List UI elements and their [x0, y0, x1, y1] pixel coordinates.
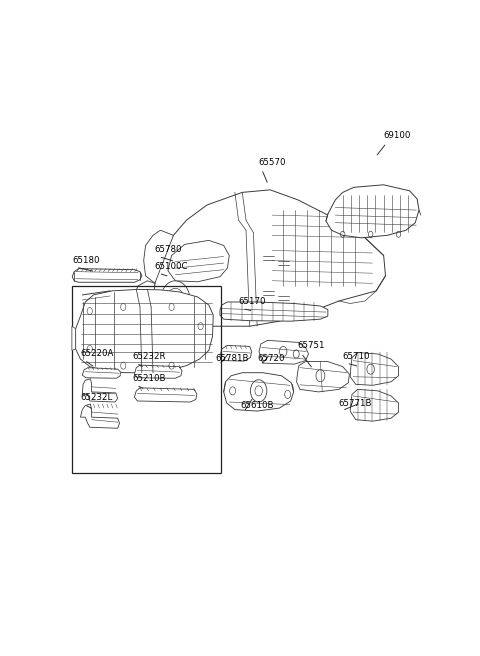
Polygon shape [168, 240, 229, 282]
Polygon shape [297, 361, 349, 392]
Text: 65232R: 65232R [132, 352, 166, 361]
Polygon shape [350, 352, 398, 385]
Polygon shape [326, 185, 419, 238]
Polygon shape [224, 373, 294, 411]
Text: 65720: 65720 [257, 354, 285, 363]
Text: 65710: 65710 [343, 352, 370, 361]
Polygon shape [83, 367, 120, 379]
Text: 65570: 65570 [258, 157, 286, 167]
Polygon shape [144, 230, 173, 283]
Polygon shape [81, 404, 120, 428]
Polygon shape [72, 269, 142, 282]
Text: 65100C: 65100C [155, 262, 188, 271]
Polygon shape [133, 281, 155, 307]
Polygon shape [83, 379, 118, 402]
Text: 65232L: 65232L [81, 393, 113, 402]
Text: 65220A: 65220A [81, 348, 114, 358]
Text: 65751: 65751 [297, 342, 325, 350]
Polygon shape [76, 289, 213, 373]
Bar [72, 286, 221, 473]
Text: 65610B: 65610B [240, 401, 274, 409]
Text: 65771B: 65771B [338, 399, 372, 408]
Polygon shape [350, 390, 398, 421]
Polygon shape [72, 326, 76, 350]
Polygon shape [134, 388, 197, 402]
Text: 65210B: 65210B [132, 374, 166, 383]
Text: 65180: 65180 [72, 256, 100, 264]
Polygon shape [154, 190, 385, 326]
Text: 69100: 69100 [383, 131, 410, 140]
Text: 65781B: 65781B [216, 354, 249, 363]
Text: 65170: 65170 [239, 297, 266, 306]
Text: 65780: 65780 [155, 245, 182, 254]
Polygon shape [134, 365, 182, 379]
Polygon shape [220, 346, 252, 361]
Polygon shape [220, 302, 328, 321]
Polygon shape [259, 340, 309, 364]
